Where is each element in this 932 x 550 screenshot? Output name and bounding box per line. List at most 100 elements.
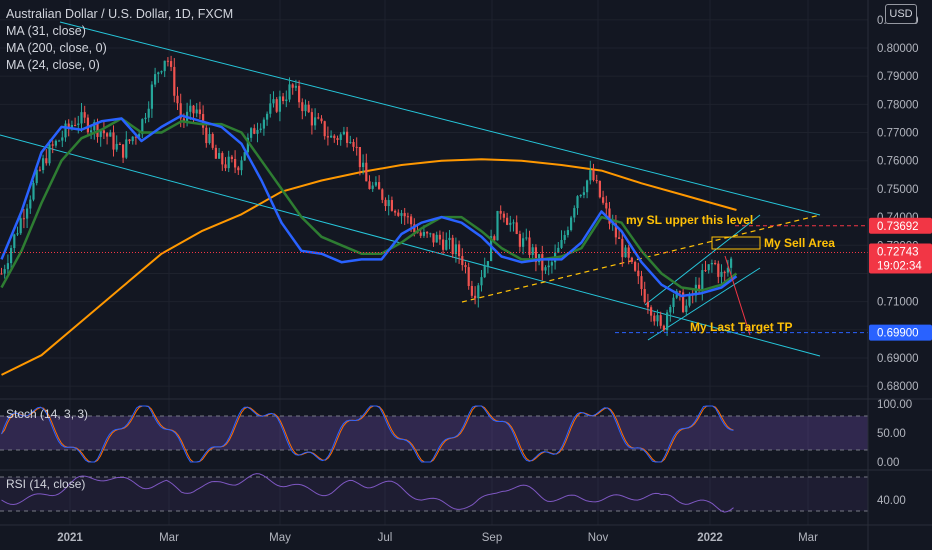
candle-body	[560, 240, 563, 248]
candle-body	[499, 210, 502, 214]
candle-body	[291, 84, 294, 88]
candle-body	[218, 153, 221, 159]
candle-body	[637, 270, 640, 277]
candle-body	[650, 307, 653, 316]
candle-body	[70, 124, 73, 129]
candle-body	[483, 265, 486, 278]
chart-legend: Australian Dollar / U.S. Dollar, 1D, FXC…	[6, 6, 233, 74]
candle-body	[48, 144, 51, 164]
candle-body	[486, 261, 489, 266]
candle-body	[13, 234, 16, 249]
candle-body	[26, 208, 29, 219]
candle-body	[282, 96, 285, 102]
candle-body	[106, 133, 109, 137]
candle-body	[525, 237, 528, 239]
candle-body	[518, 233, 521, 247]
countdown-text: 19:02:34	[877, 261, 922, 273]
candle-body	[470, 286, 473, 296]
rsi-label: RSI (14, close)	[6, 477, 85, 491]
candle-body	[166, 60, 169, 62]
candle-body	[381, 189, 384, 200]
candle-body	[192, 105, 195, 114]
candle-body	[307, 104, 310, 113]
candle-body	[230, 156, 233, 160]
candle-body	[432, 233, 435, 243]
candle-body	[634, 261, 637, 271]
candle-body	[438, 234, 441, 240]
stoch-label: Stoch (14, 3, 3)	[6, 407, 88, 421]
candle-body	[163, 60, 166, 72]
candle-body	[45, 158, 48, 164]
price-tick: 0.68000	[877, 381, 919, 393]
candle-body	[566, 230, 569, 236]
candle-body	[582, 192, 585, 195]
candle-body	[339, 134, 342, 140]
dashed-trendline	[461, 214, 821, 303]
time-label: Sep	[482, 532, 502, 544]
candle-body	[512, 222, 515, 224]
candle-body	[378, 182, 381, 190]
candle-body	[672, 297, 675, 308]
candle-body	[336, 138, 339, 140]
candle-body	[189, 105, 192, 112]
moving-averages	[0, 114, 738, 298]
candle-body	[205, 127, 208, 144]
candle-body	[134, 136, 137, 138]
candle-body	[176, 95, 179, 104]
candle-body	[384, 199, 387, 207]
candle-body	[22, 218, 25, 220]
candle-body	[326, 136, 329, 138]
candle-body	[410, 216, 413, 225]
candle-body	[608, 208, 611, 224]
candle-body	[509, 222, 512, 225]
time-label: Mar	[159, 532, 179, 544]
candle-body	[678, 291, 681, 293]
candle-body	[541, 254, 544, 271]
candle-body	[224, 164, 227, 169]
legend-ma24: MA (24, close, 0)	[6, 58, 100, 72]
candle-body	[387, 200, 390, 207]
stoch-tick: 0.00	[877, 457, 899, 469]
candle-body	[157, 72, 160, 75]
candle-body	[429, 233, 432, 235]
candle-body	[32, 183, 35, 200]
candle-body	[720, 271, 723, 277]
candle-body	[403, 213, 406, 217]
candle-body	[480, 277, 483, 286]
candle-body	[83, 112, 86, 118]
candle-body	[627, 247, 630, 258]
candles	[0, 55, 733, 336]
candle-body	[150, 84, 153, 109]
candle-body	[272, 99, 275, 104]
candle-body	[237, 167, 240, 171]
candle-body	[141, 119, 144, 135]
candle-body	[454, 244, 457, 255]
annotations: my SL upper this level My Sell Area My Las…	[0, 213, 868, 336]
candle-body	[371, 185, 374, 190]
candle-body	[125, 139, 128, 158]
candle-body	[67, 123, 70, 129]
candle-body	[42, 158, 45, 171]
currency-button[interactable]: USD	[885, 4, 917, 24]
candle-body	[656, 315, 659, 322]
candle-body	[86, 117, 89, 133]
candle-body	[710, 262, 713, 265]
candle-body	[589, 170, 592, 181]
candle-body	[90, 130, 93, 133]
candle-body	[659, 315, 662, 326]
candle-body	[598, 180, 601, 198]
candle-body	[496, 210, 499, 241]
candle-body	[685, 305, 688, 312]
candle-body	[266, 113, 269, 120]
sell-area-box	[711, 236, 761, 250]
candle-body	[419, 232, 422, 236]
price-tick: 0.75000	[877, 184, 919, 196]
indicator-panes: Stoch (14, 3, 3) RSI (14, close)	[0, 398, 932, 526]
candle-body	[538, 254, 541, 263]
candle-body	[502, 213, 505, 218]
candle-body	[64, 123, 67, 138]
candle-body	[250, 128, 253, 138]
candle-body	[330, 135, 333, 138]
candle-body	[19, 218, 22, 234]
